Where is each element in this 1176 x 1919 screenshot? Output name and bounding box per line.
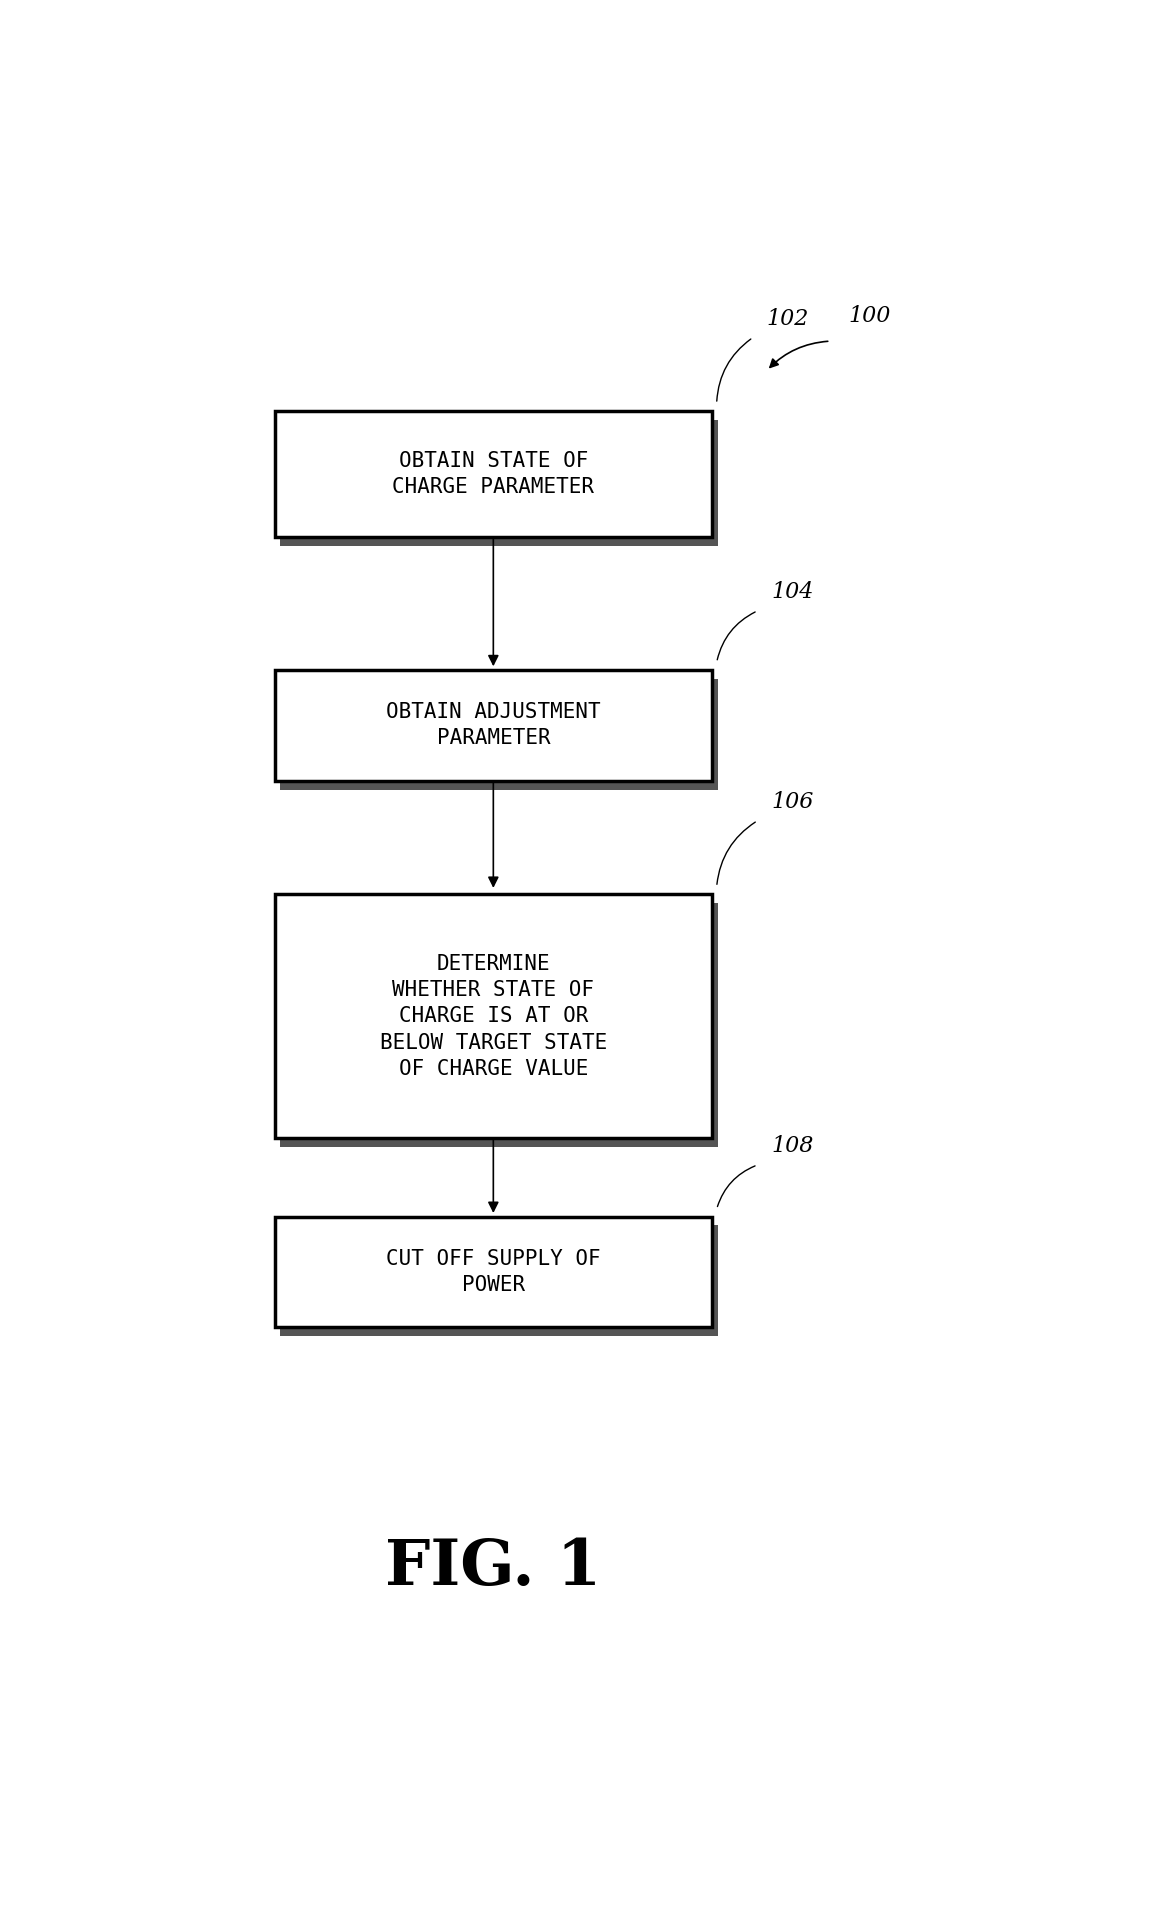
FancyBboxPatch shape <box>274 1217 713 1328</box>
Text: CUT OFF SUPPLY OF
POWER: CUT OFF SUPPLY OF POWER <box>386 1249 601 1295</box>
FancyBboxPatch shape <box>274 670 713 781</box>
Text: OBTAIN STATE OF
CHARGE PARAMETER: OBTAIN STATE OF CHARGE PARAMETER <box>393 451 594 497</box>
FancyBboxPatch shape <box>274 894 713 1138</box>
Text: 102: 102 <box>767 309 809 330</box>
Text: 106: 106 <box>771 791 814 814</box>
FancyBboxPatch shape <box>274 411 713 537</box>
FancyBboxPatch shape <box>280 420 717 545</box>
Text: FIG. 1: FIG. 1 <box>386 1537 601 1599</box>
Text: 108: 108 <box>771 1136 814 1157</box>
Text: 100: 100 <box>849 305 891 326</box>
Text: 104: 104 <box>771 581 814 603</box>
FancyBboxPatch shape <box>280 904 717 1148</box>
Text: OBTAIN ADJUSTMENT
PARAMETER: OBTAIN ADJUSTMENT PARAMETER <box>386 702 601 748</box>
FancyBboxPatch shape <box>280 679 717 789</box>
Text: DETERMINE
WHETHER STATE OF
CHARGE IS AT OR
BELOW TARGET STATE
OF CHARGE VALUE: DETERMINE WHETHER STATE OF CHARGE IS AT … <box>380 954 607 1078</box>
FancyBboxPatch shape <box>280 1226 717 1336</box>
